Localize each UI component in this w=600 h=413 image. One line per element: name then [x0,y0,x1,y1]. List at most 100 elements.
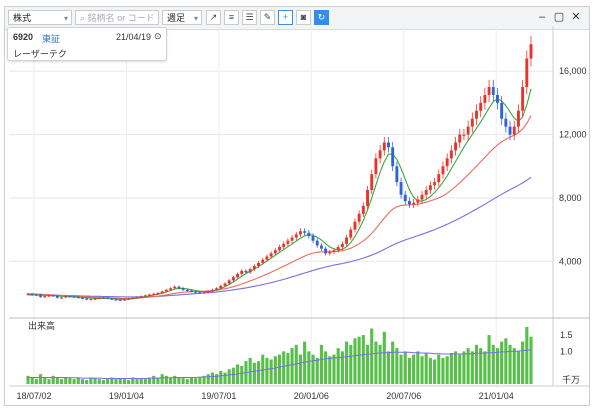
candle-body [101,297,105,299]
list-button[interactable]: ☰ [242,10,257,25]
candle-body [458,134,462,143]
volume-bar [479,348,483,384]
stock-info-box: 6920 東証 21/04/19 ⊙ レーザーテク [7,27,167,61]
candle-body [307,232,311,236]
candle-body [110,298,114,300]
chevron-down-icon: ▾ [63,14,68,23]
crosshair-button[interactable]: + [278,10,293,25]
volume-bar [231,367,235,384]
candle-body [374,158,378,175]
volume-bar [131,377,135,384]
volume-bar [139,378,143,384]
volume-bar [328,356,332,384]
volume-bar [106,379,110,384]
trendline-button[interactable]: ↗ [206,10,221,25]
volume-bar [181,378,185,384]
candle-body [252,266,256,270]
refresh-button[interactable]: ↻ [314,10,329,25]
volume-bar [55,377,59,384]
maximize-button[interactable]: ▢ [553,11,565,23]
candle-body [399,182,403,195]
candle-body [382,142,386,151]
volume-bar [34,379,38,384]
asset-type-value: 株式 [13,13,32,23]
asset-type-select[interactable]: 株式 ▾ [8,10,72,25]
volume-tick-label: 1.5 [560,330,573,340]
candle-body [198,292,202,294]
candle-body [332,250,336,252]
candle-body [475,110,478,119]
candle-body [366,190,369,206]
candle-body [206,291,210,293]
volume-bar [173,375,177,384]
candle-body [244,270,248,273]
candle-body [261,259,265,263]
volume-bar [164,375,168,384]
volume-bar [147,377,152,384]
minimize-button[interactable]: – [538,11,546,23]
info-date: 21/04/19 [116,32,152,42]
volume-bar [353,338,357,384]
candle-body [139,296,143,298]
volume-bar [324,351,328,384]
volume-bar [504,338,508,384]
candle-body [349,229,353,238]
volume-bar [516,351,520,384]
volume-bar [269,359,273,384]
volume-bar [453,351,458,384]
period-value: 週足 [167,13,186,23]
volume-bar [47,379,51,384]
volume-bar [118,378,122,384]
horizontal-lines-button[interactable]: ≡ [224,10,239,25]
volume-bar [386,351,391,384]
volume-bar [474,344,479,384]
candle-body [127,298,131,300]
candle-body [72,296,76,298]
volume-bar [449,353,453,384]
volume-bar [521,341,525,384]
candle-body [433,182,437,186]
camera-button[interactable]: ◙ [296,10,311,25]
period-select[interactable]: 週足 ▾ [162,10,202,25]
volume-bar [357,336,361,384]
volume-bar [512,348,516,384]
volume-bar [135,379,139,384]
chevron-down-icon: ▾ [193,14,198,23]
candle-body [93,298,97,300]
candle-body [470,118,474,127]
volume-bar [93,378,97,384]
close-button[interactable]: ✕ [571,11,581,23]
candle-body [462,134,466,136]
volume-bar [210,372,214,384]
volume-bar [152,375,156,384]
volume-bar [265,357,269,384]
candle-body [328,251,332,254]
clock-icon[interactable]: ⊙ [154,31,162,41]
candle-body [60,297,63,299]
volume-bar [68,378,72,384]
search-placeholder: 銘柄名 or コード [87,13,155,23]
volume-bar [399,354,403,384]
pen-button[interactable]: ✎ [260,10,275,25]
candle-body [491,87,495,95]
candle-body [391,147,395,167]
volume-bar [303,341,307,384]
candle-body [190,290,193,292]
volume-bar [433,359,437,384]
candle-body [39,294,43,297]
volume-bar [307,351,311,384]
candle-body [441,166,445,175]
candle-body [299,231,302,235]
candle-body [164,289,168,292]
search-input[interactable]: ⌕ 銘柄名 or コード [75,10,159,25]
volume-bar [160,374,164,384]
candle-body [500,102,504,119]
candle-body [466,126,470,135]
candle-body [240,270,244,274]
y-tick-label: 16,000 [559,66,587,76]
x-tick-label: 20/07/06 [386,391,421,401]
volume-bar [286,353,290,384]
volume-bar [378,344,382,384]
candle-body [131,297,135,299]
